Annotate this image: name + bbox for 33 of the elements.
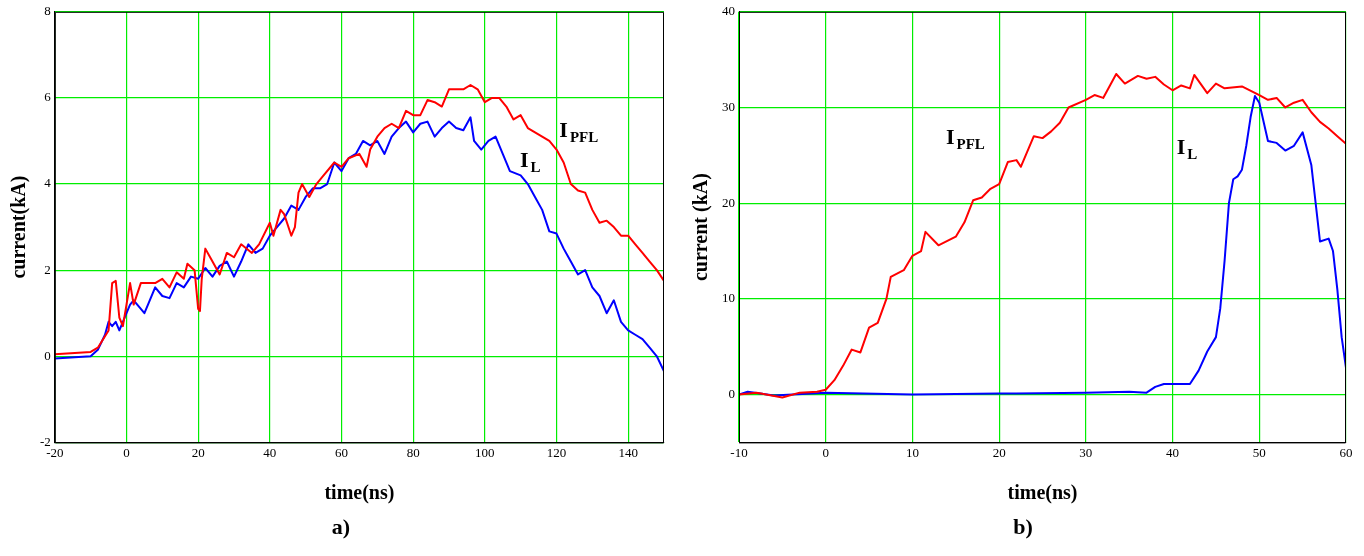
x-tick-label: 40 bbox=[263, 444, 277, 460]
y-tick-label: 0 bbox=[728, 385, 735, 401]
x-tick-label: 30 bbox=[1079, 444, 1093, 460]
x-tick-label: 0 bbox=[822, 444, 829, 460]
x-axis-title: time(ns) bbox=[1007, 481, 1078, 505]
y-axis-title: current(kA) bbox=[7, 175, 31, 279]
y-tick-label: 4 bbox=[44, 175, 52, 191]
text: a) bbox=[330, 514, 352, 540]
y-tick-label: 8 bbox=[44, 3, 51, 19]
x-axis-title: time(ns) bbox=[324, 481, 395, 505]
x-tick-label: 20 bbox=[992, 444, 1006, 460]
x-tick-label: 100 bbox=[475, 444, 495, 460]
y-tick-label: 6 bbox=[44, 89, 52, 105]
x-tick-label: 50 bbox=[1252, 444, 1266, 460]
y-tick-label: 2 bbox=[44, 261, 51, 277]
y-tick-label: 30 bbox=[722, 98, 735, 114]
x-tick-label: 20 bbox=[191, 444, 205, 460]
x-tick-label: 120 bbox=[546, 444, 567, 460]
y-tick-label: 20 bbox=[722, 194, 735, 210]
x-tick-label: 140 bbox=[618, 444, 638, 460]
y-tick-label: 0 bbox=[44, 347, 51, 363]
x-tick-label: 10 bbox=[905, 444, 919, 460]
y-tick-label: 10 bbox=[722, 290, 735, 306]
x-tick-label: 60 bbox=[1339, 444, 1353, 460]
y-tick-label: -2 bbox=[39, 433, 51, 449]
x-tick-label: 60 bbox=[335, 444, 348, 460]
x-tick-label: 80 bbox=[406, 444, 420, 460]
x-tick-label: 0 bbox=[123, 444, 130, 460]
x-tick-label: -10 bbox=[730, 444, 748, 460]
y-axis-title: current (kA) bbox=[689, 173, 713, 282]
y-tick-label: 40 bbox=[722, 3, 735, 19]
x-tick-label: 40 bbox=[1166, 444, 1180, 460]
text: b) bbox=[1012, 514, 1034, 540]
